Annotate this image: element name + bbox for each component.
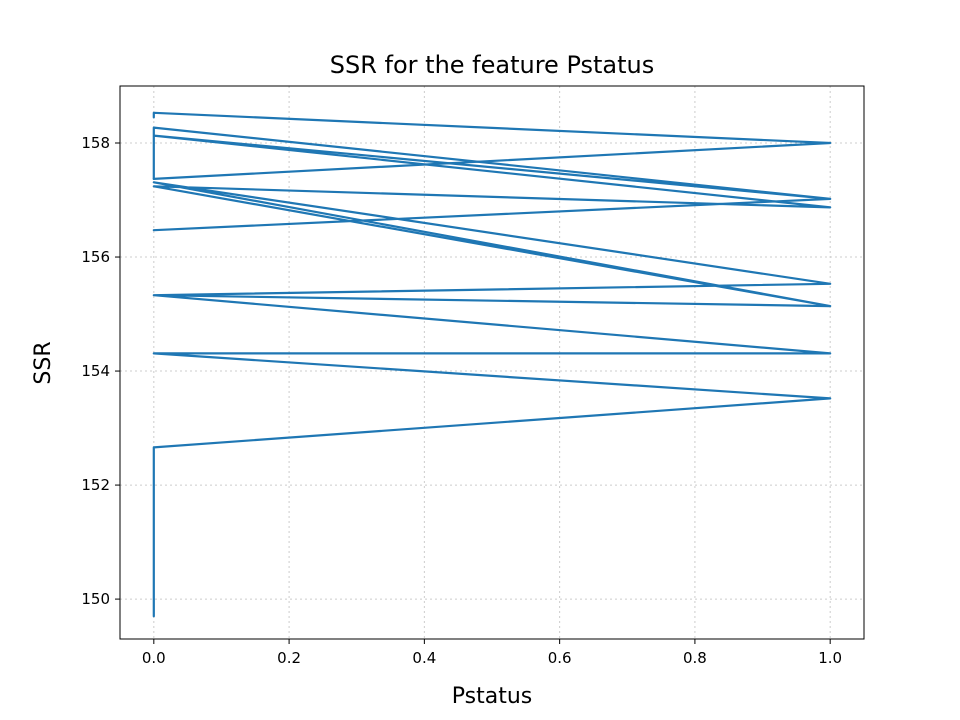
y-tick-label: 156	[81, 248, 110, 266]
x-tick-label: 1.0	[818, 649, 842, 667]
x-tick-label: 0.4	[412, 649, 436, 667]
series-line	[152, 126, 832, 618]
plot-area-frame	[119, 85, 865, 640]
x-tick-label: 0.8	[683, 649, 707, 667]
series-layer	[152, 111, 832, 618]
y-tick-label: 154	[81, 362, 110, 380]
y-tick-label: 150	[81, 590, 110, 608]
chart-title: SSR for the feature Pstatus	[330, 51, 655, 79]
x-tick-label: 0.0	[142, 649, 166, 667]
x-tick-label: 0.6	[548, 649, 572, 667]
series-line	[152, 111, 832, 180]
grid	[120, 86, 864, 639]
y-tick-label: 158	[81, 134, 110, 152]
x-tick-label: 0.2	[277, 649, 301, 667]
y-axis-ticks: 150 152 154 156 158	[81, 134, 120, 608]
y-tick-label: 152	[81, 476, 110, 494]
y-axis-label: SSR	[31, 341, 56, 384]
x-axis-label: Pstatus	[452, 684, 532, 709]
x-axis-ticks: 0.0 0.2 0.4 0.6 0.8 1.0	[142, 639, 842, 667]
